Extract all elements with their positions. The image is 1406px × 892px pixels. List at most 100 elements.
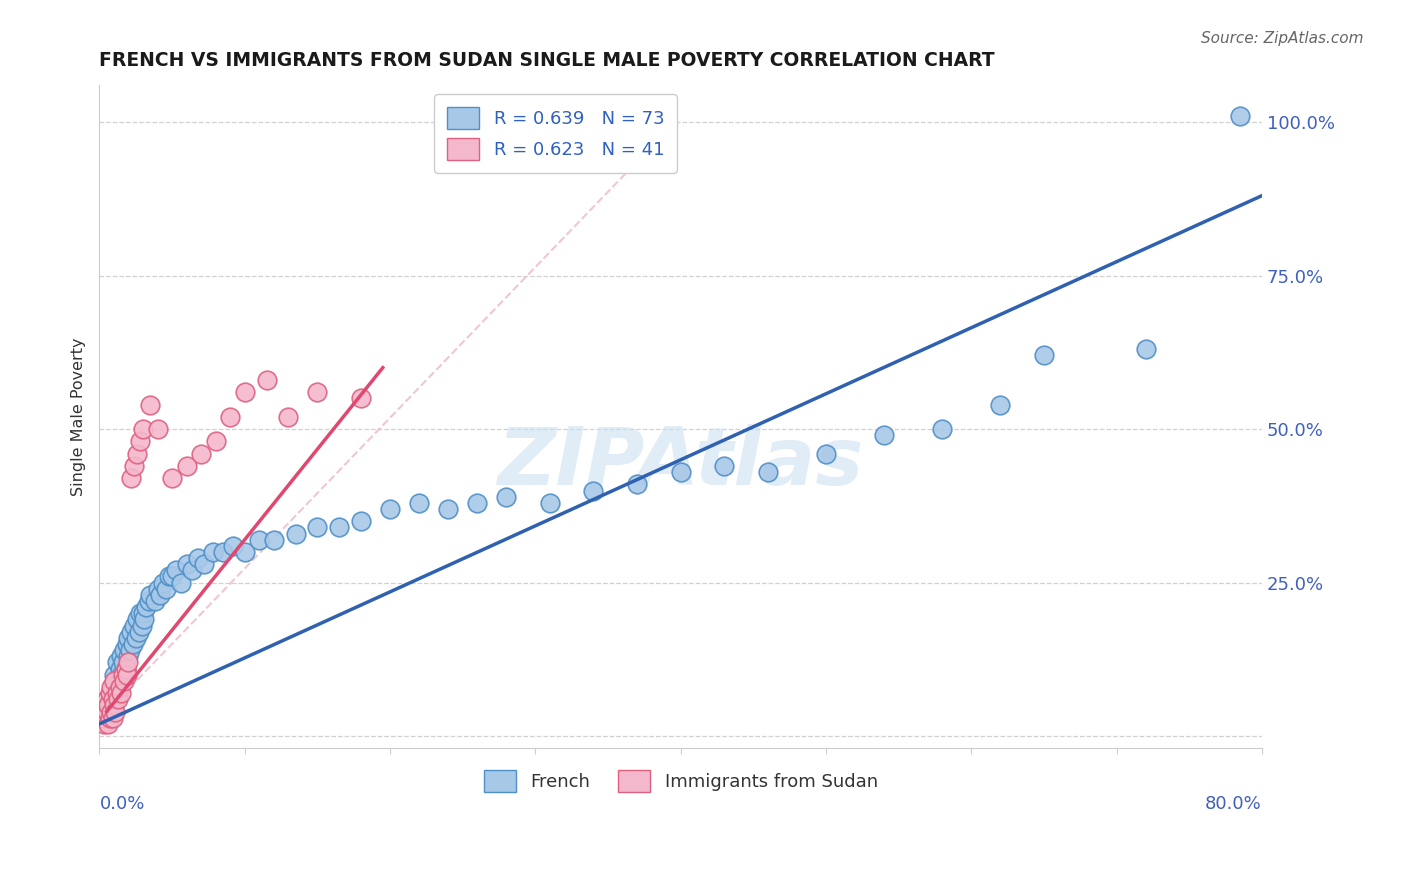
Point <box>814 447 837 461</box>
Point <box>139 397 162 411</box>
Point <box>263 533 285 547</box>
Point <box>115 637 138 651</box>
Point <box>233 545 256 559</box>
Point <box>129 434 152 449</box>
Point <box>181 563 204 577</box>
Point <box>108 680 131 694</box>
Point <box>117 649 139 664</box>
Text: 0.0%: 0.0% <box>100 795 145 813</box>
Point <box>176 558 198 572</box>
Point <box>138 594 160 608</box>
Point <box>127 447 149 461</box>
Point <box>132 422 155 436</box>
Point <box>187 551 209 566</box>
Point <box>132 607 155 621</box>
Point <box>118 643 141 657</box>
Point <box>112 673 135 688</box>
Point <box>1135 343 1157 357</box>
Point <box>100 698 122 713</box>
Point <box>98 686 121 700</box>
Point <box>277 409 299 424</box>
Point <box>105 656 128 670</box>
Point <box>110 667 132 681</box>
Point <box>582 483 605 498</box>
Point <box>124 458 146 473</box>
Point <box>495 490 517 504</box>
Point <box>125 631 148 645</box>
Point <box>149 588 172 602</box>
Point <box>233 385 256 400</box>
Point <box>100 680 122 694</box>
Point <box>134 613 156 627</box>
Point <box>146 422 169 436</box>
Point <box>101 711 124 725</box>
Point <box>107 680 129 694</box>
Point <box>96 705 118 719</box>
Point <box>626 477 648 491</box>
Text: ZIPAtlas: ZIPAtlas <box>498 425 863 502</box>
Point <box>112 643 135 657</box>
Point <box>988 397 1011 411</box>
Point <box>146 582 169 596</box>
Point <box>98 692 121 706</box>
Point <box>212 545 235 559</box>
Point <box>157 569 180 583</box>
Point <box>350 392 373 406</box>
Point <box>143 594 166 608</box>
Point <box>201 545 224 559</box>
Point <box>931 422 953 436</box>
Point <box>96 705 118 719</box>
Point <box>104 673 127 688</box>
Point <box>756 465 779 479</box>
Point <box>105 686 128 700</box>
Text: 80.0%: 80.0% <box>1205 795 1263 813</box>
Point <box>408 496 430 510</box>
Point <box>284 526 307 541</box>
Point <box>350 514 373 528</box>
Point <box>111 667 134 681</box>
Point <box>247 533 270 547</box>
Point <box>669 465 692 479</box>
Point <box>117 656 139 670</box>
Point <box>121 637 143 651</box>
Point <box>97 698 120 713</box>
Point <box>124 618 146 632</box>
Point <box>103 698 125 713</box>
Text: FRENCH VS IMMIGRANTS FROM SUDAN SINGLE MALE POVERTY CORRELATION CHART: FRENCH VS IMMIGRANTS FROM SUDAN SINGLE M… <box>100 51 995 70</box>
Legend: French, Immigrants from Sudan: French, Immigrants from Sudan <box>477 763 884 799</box>
Point <box>110 686 132 700</box>
Point <box>129 607 152 621</box>
Point <box>93 717 115 731</box>
Point <box>114 662 136 676</box>
Point <box>222 539 245 553</box>
Point <box>437 502 460 516</box>
Point <box>101 692 124 706</box>
Point <box>170 575 193 590</box>
Point <box>111 656 134 670</box>
Point <box>104 705 127 719</box>
Point <box>190 447 212 461</box>
Point <box>155 582 177 596</box>
Point <box>135 600 157 615</box>
Point <box>193 558 215 572</box>
Point <box>873 428 896 442</box>
Point <box>256 373 278 387</box>
Point <box>98 711 121 725</box>
Point <box>110 649 132 664</box>
Point <box>139 588 162 602</box>
Point <box>96 692 118 706</box>
Point <box>103 686 125 700</box>
Point <box>127 613 149 627</box>
Point <box>120 624 142 639</box>
Point <box>378 502 401 516</box>
Point <box>538 496 561 510</box>
Point <box>465 496 488 510</box>
Point <box>152 575 174 590</box>
Point <box>120 471 142 485</box>
Point <box>115 667 138 681</box>
Point <box>307 520 329 534</box>
Point <box>176 458 198 473</box>
Y-axis label: Single Male Poverty: Single Male Poverty <box>72 337 86 496</box>
Point <box>97 717 120 731</box>
Point <box>713 458 735 473</box>
